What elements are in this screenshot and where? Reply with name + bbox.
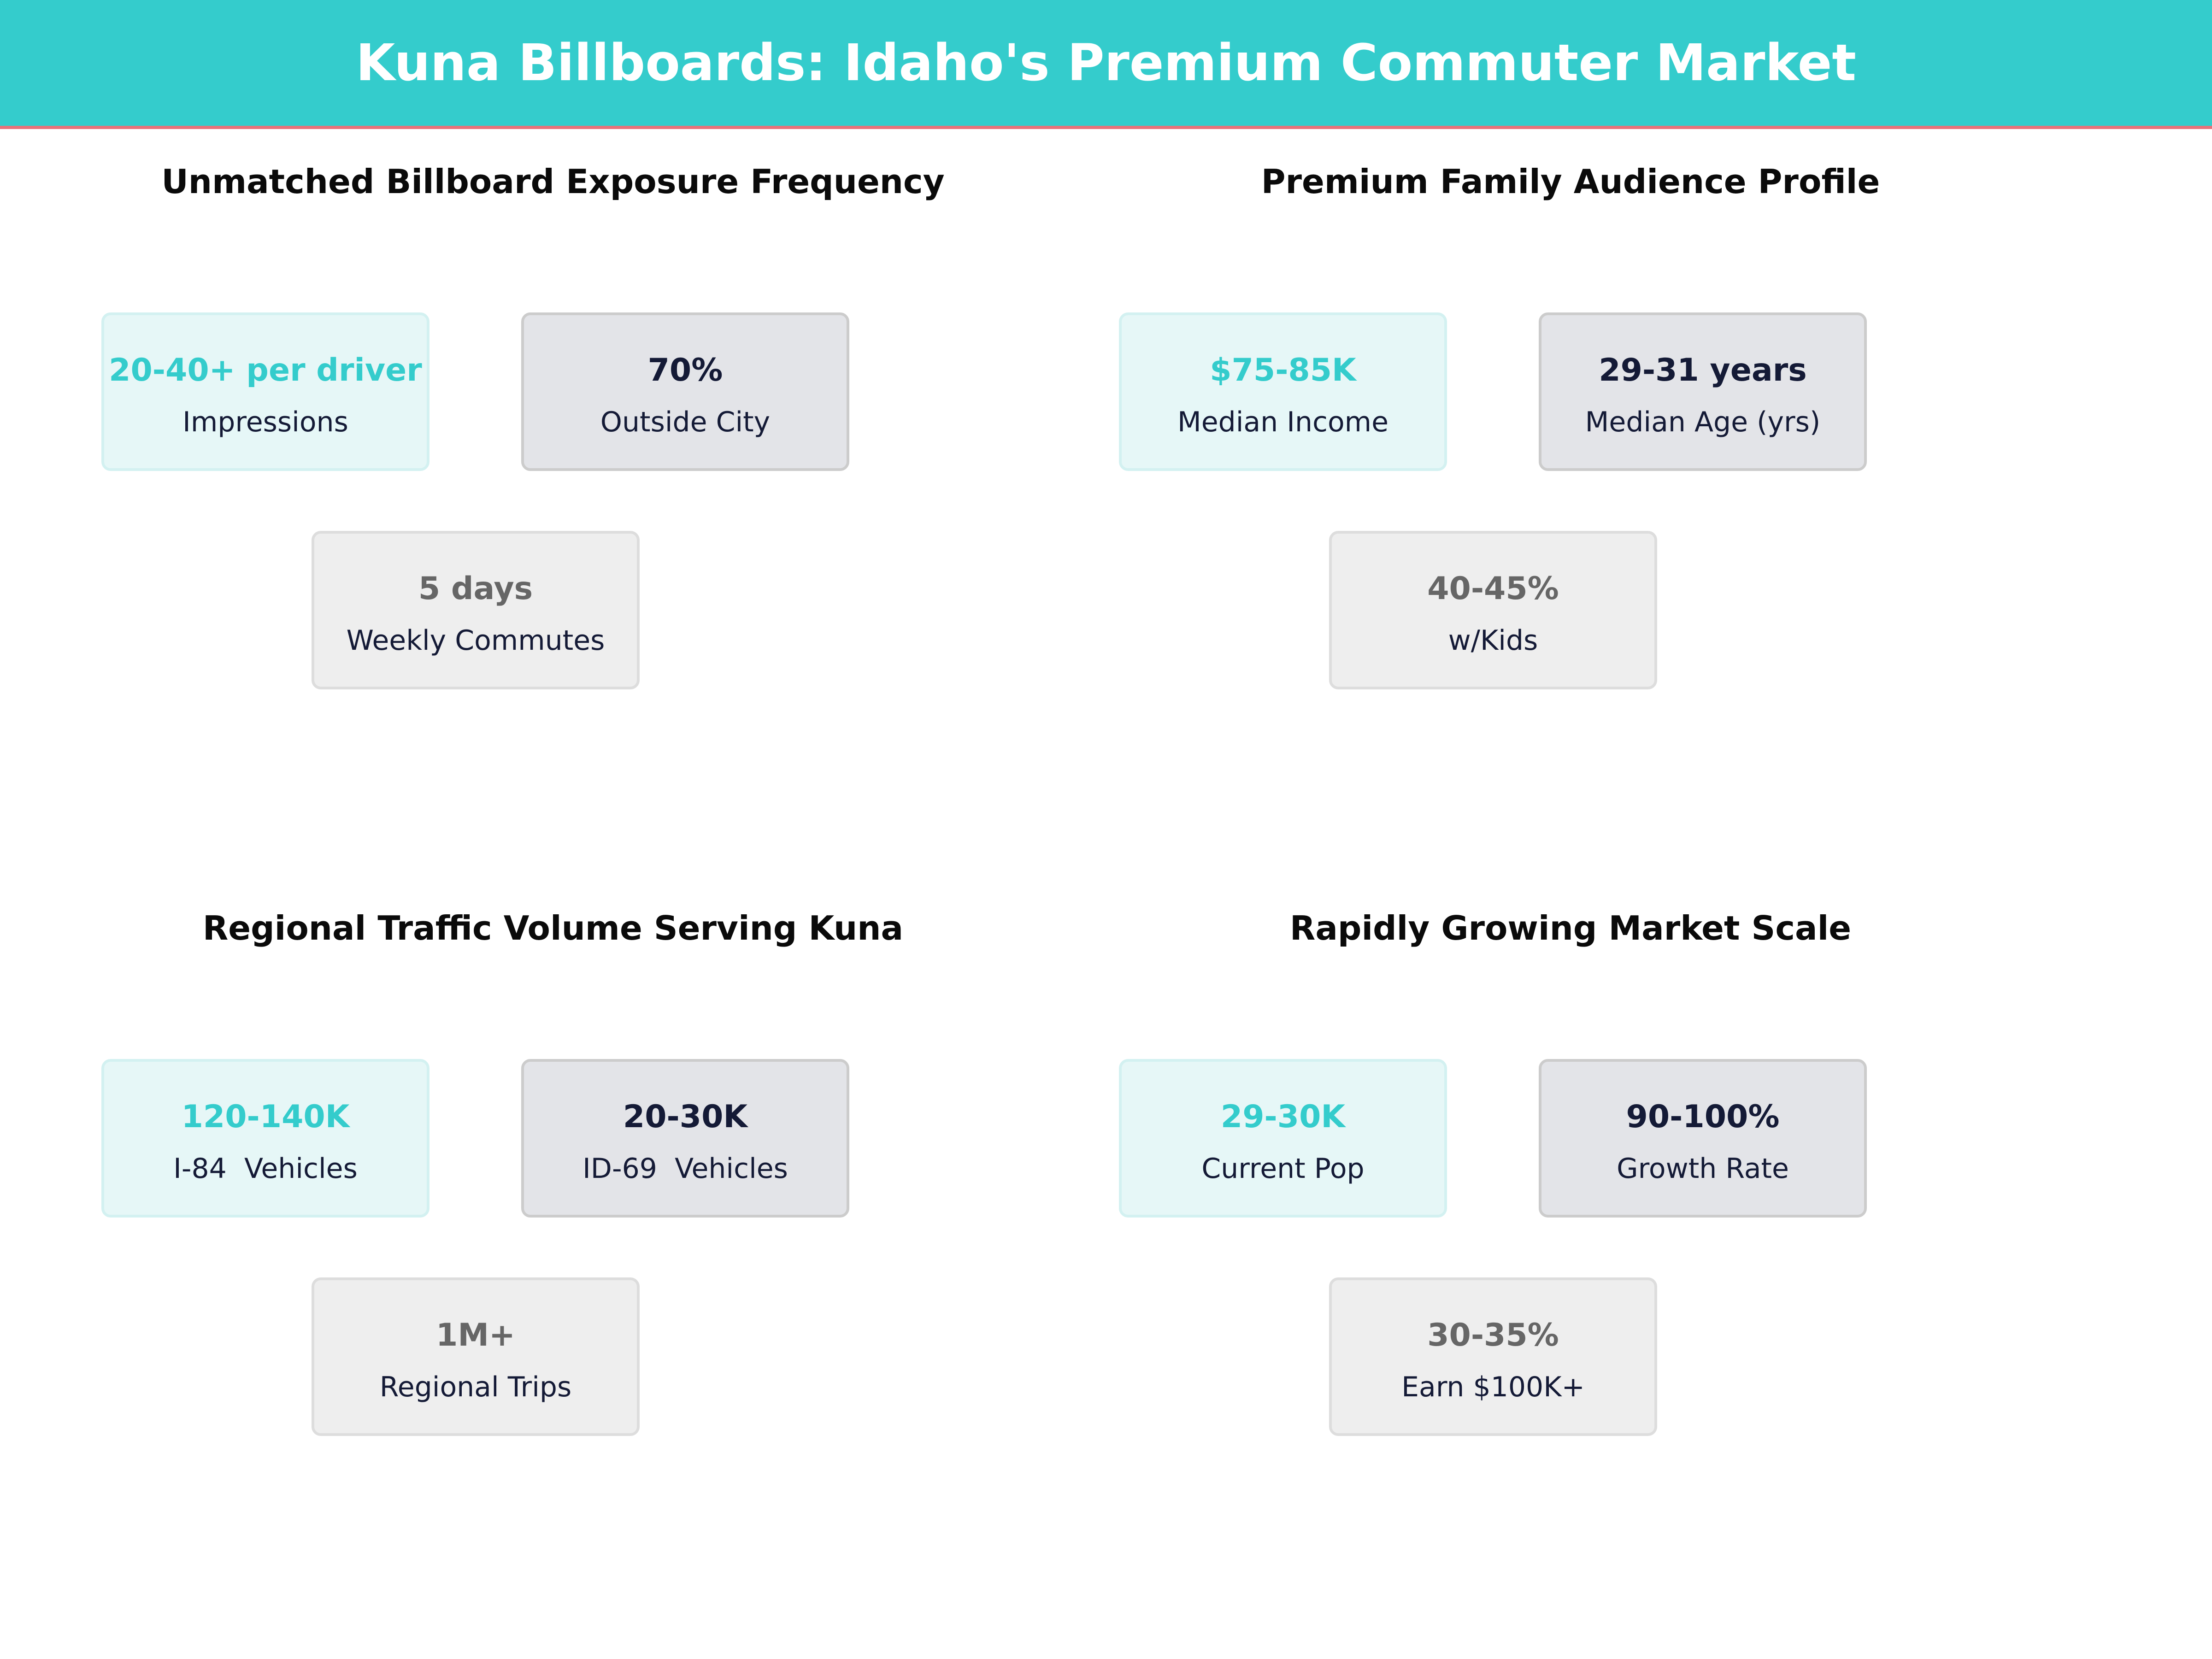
stat-value: 1M+ bbox=[436, 1317, 515, 1353]
stat-label: Weekly Commutes bbox=[346, 624, 605, 657]
stat-label: I-84 Vehicles bbox=[173, 1153, 358, 1185]
section-title: Regional Traffic Volume Serving Kuna bbox=[202, 909, 904, 947]
section-title: Unmatched Billboard Exposure Frequency bbox=[161, 162, 945, 201]
stat-value: 90-100% bbox=[1626, 1099, 1780, 1135]
stat-card-median-age: 29-31 years Median Age (yrs) bbox=[1539, 312, 1867, 471]
section-title: Rapidly Growing Market Scale bbox=[1289, 909, 1852, 947]
stat-value: 120-140K bbox=[181, 1099, 350, 1135]
stat-card-id69-vehicles: 20-30K ID-69 Vehicles bbox=[521, 1059, 849, 1218]
stat-value: 20-30K bbox=[623, 1099, 748, 1135]
stat-card-regional-trips: 1M+ Regional Trips bbox=[312, 1277, 640, 1436]
stat-value: 30-35% bbox=[1427, 1317, 1559, 1353]
stat-value: 40-45% bbox=[1427, 571, 1559, 607]
stat-label: Impressions bbox=[182, 406, 348, 438]
stat-value: 29-31 years bbox=[1599, 352, 1807, 388]
stat-label: Median Age (yrs) bbox=[1585, 406, 1821, 438]
stat-label: Median Income bbox=[1177, 406, 1389, 438]
stat-card-current-pop: 29-30K Current Pop bbox=[1119, 1059, 1447, 1218]
stat-card-outside-city: 70% Outside City bbox=[521, 312, 849, 471]
stat-card-median-income: $75-85K Median Income bbox=[1119, 312, 1447, 471]
section-market-scale: Rapidly Growing Market Scale 29-30K Curr… bbox=[1018, 905, 2124, 1652]
stat-value: 20-40+ per driver bbox=[109, 352, 422, 388]
stat-label: Regional Trips bbox=[379, 1371, 572, 1403]
stat-card-impressions: 20-40+ per driver Impressions bbox=[101, 312, 429, 471]
stat-label: Earn $100K+ bbox=[1401, 1371, 1585, 1403]
header-banner: Kuna Billboards: Idaho's Premium Commute… bbox=[0, 0, 2212, 129]
stat-card-i84-vehicles: 120-140K I-84 Vehicles bbox=[101, 1059, 429, 1218]
stat-label: ID-69 Vehicles bbox=[582, 1153, 788, 1185]
stat-label: Outside City bbox=[600, 406, 771, 438]
section-audience-profile: Premium Family Audience Profile $75-85K … bbox=[1018, 159, 2124, 905]
stat-card-with-kids: 40-45% w/Kids bbox=[1329, 531, 1657, 689]
stat-value: 29-30K bbox=[1220, 1099, 1346, 1135]
section-exposure-frequency: Unmatched Billboard Exposure Frequency 2… bbox=[0, 159, 1106, 905]
stat-label: Current Pop bbox=[1201, 1153, 1365, 1185]
stat-value: 5 days bbox=[418, 571, 533, 607]
stat-label: w/Kids bbox=[1448, 624, 1538, 657]
section-traffic-volume: Regional Traffic Volume Serving Kuna 120… bbox=[0, 905, 1106, 1652]
stat-label: Growth Rate bbox=[1617, 1153, 1789, 1185]
page-title: Kuna Billboards: Idaho's Premium Commute… bbox=[356, 33, 1856, 92]
stat-value: $75-85K bbox=[1210, 352, 1356, 388]
stat-card-weekly-commutes: 5 days Weekly Commutes bbox=[312, 531, 640, 689]
stat-value: 70% bbox=[647, 352, 723, 388]
section-title: Premium Family Audience Profile bbox=[1261, 162, 1880, 201]
stat-card-earn-100k: 30-35% Earn $100K+ bbox=[1329, 1277, 1657, 1436]
stat-card-growth-rate: 90-100% Growth Rate bbox=[1539, 1059, 1867, 1218]
